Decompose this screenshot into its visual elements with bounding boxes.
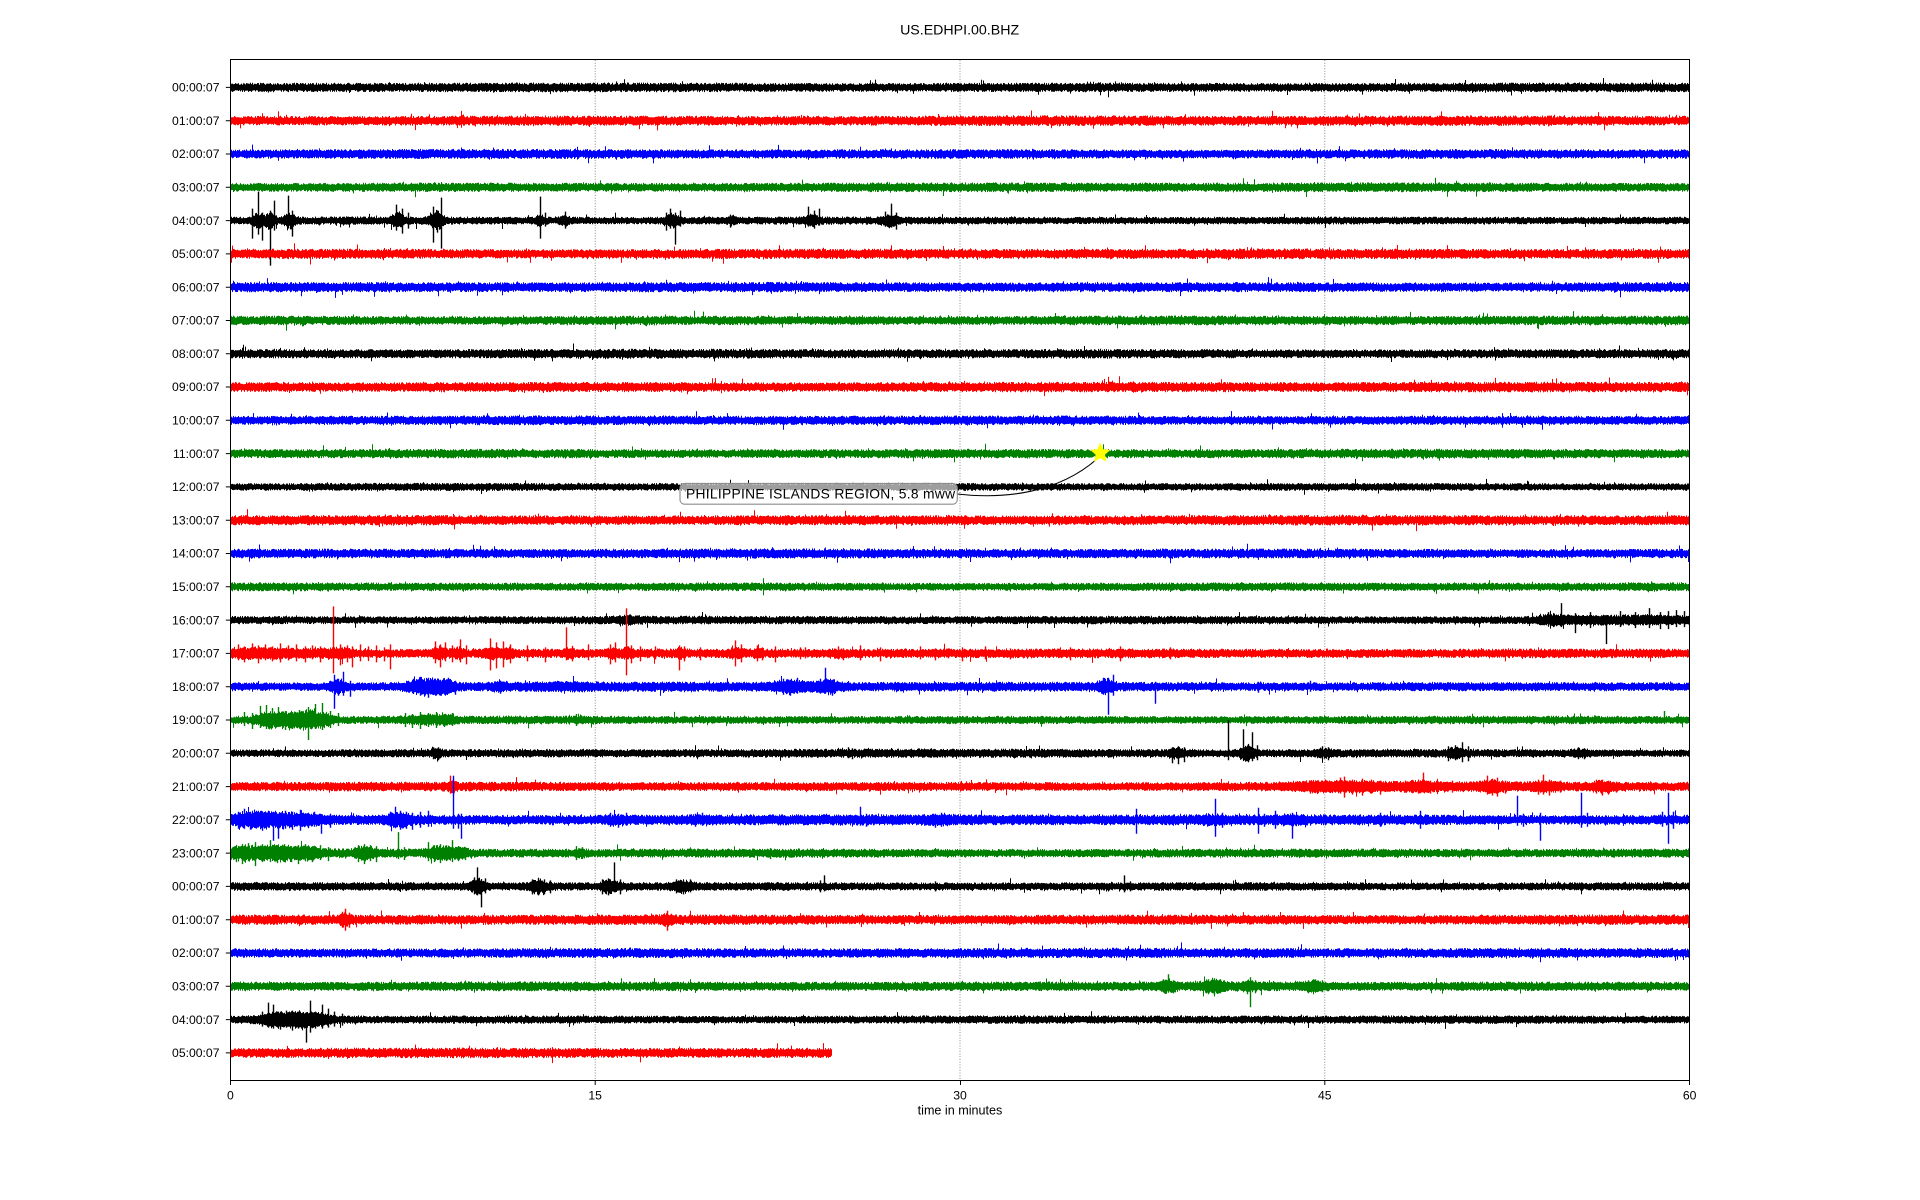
svg-text:23:00:07: 23:00:07: [172, 846, 220, 860]
svg-text:11:00:07: 11:00:07: [173, 447, 220, 461]
svg-text:60: 60: [1683, 1089, 1697, 1103]
svg-text:07:00:07: 07:00:07: [172, 314, 220, 328]
svg-text:time in minutes: time in minutes: [918, 1104, 1003, 1118]
svg-text:02:00:07: 02:00:07: [172, 147, 220, 161]
svg-text:18:00:07: 18:00:07: [172, 680, 220, 694]
svg-text:06:00:07: 06:00:07: [172, 280, 220, 294]
svg-text:22:00:07: 22:00:07: [172, 813, 220, 827]
svg-text:0: 0: [227, 1089, 234, 1103]
svg-text:19:00:07: 19:00:07: [172, 713, 220, 727]
svg-text:PHILIPPINE ISLANDS REGION, 5.8: PHILIPPINE ISLANDS REGION, 5.8 mww: [686, 486, 955, 501]
svg-text:01:00:07: 01:00:07: [172, 114, 220, 128]
svg-text:09:00:07: 09:00:07: [172, 380, 220, 394]
svg-text:05:00:07: 05:00:07: [172, 1046, 220, 1060]
svg-text:01:00:07: 01:00:07: [172, 913, 220, 927]
svg-text:02:00:07: 02:00:07: [172, 946, 220, 960]
svg-text:04:00:07: 04:00:07: [172, 1013, 220, 1027]
svg-text:14:00:07: 14:00:07: [172, 547, 220, 561]
svg-text:30: 30: [953, 1089, 967, 1103]
svg-text:US.EDHPI.00.BHZ: US.EDHPI.00.BHZ: [900, 22, 1019, 38]
svg-text:20:00:07: 20:00:07: [172, 747, 220, 761]
svg-text:15:00:07: 15:00:07: [172, 580, 220, 594]
svg-text:45: 45: [1318, 1089, 1332, 1103]
svg-text:03:00:07: 03:00:07: [172, 980, 220, 994]
svg-text:04:00:07: 04:00:07: [172, 214, 220, 228]
svg-text:00:00:07: 00:00:07: [172, 880, 220, 894]
svg-text:12:00:07: 12:00:07: [172, 480, 220, 494]
svg-text:08:00:07: 08:00:07: [172, 347, 220, 361]
svg-text:16:00:07: 16:00:07: [172, 613, 220, 627]
svg-text:21:00:07: 21:00:07: [172, 780, 220, 794]
svg-text:00:00:07: 00:00:07: [172, 81, 220, 95]
svg-text:13:00:07: 13:00:07: [172, 513, 220, 527]
svg-text:05:00:07: 05:00:07: [172, 247, 220, 261]
svg-text:10:00:07: 10:00:07: [172, 414, 220, 428]
svg-text:17:00:07: 17:00:07: [172, 647, 220, 661]
svg-text:15: 15: [588, 1089, 602, 1103]
svg-text:03:00:07: 03:00:07: [172, 181, 220, 195]
